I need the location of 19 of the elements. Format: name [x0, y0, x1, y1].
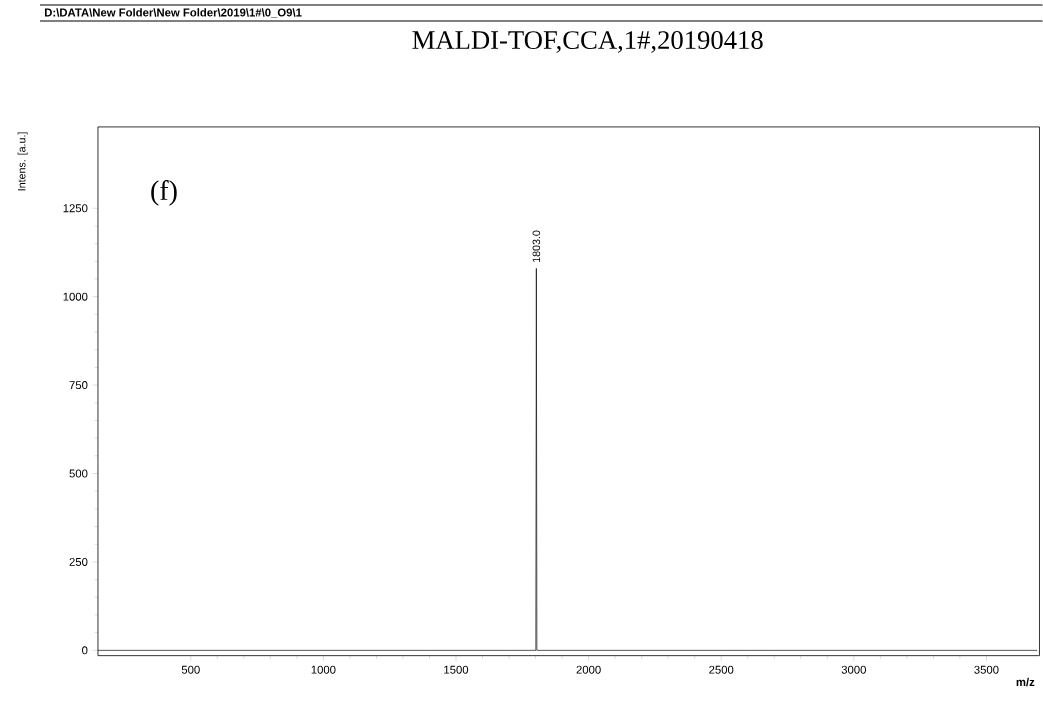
x-axis-title: m/z: [1016, 677, 1035, 687]
annotation: 1803.0: [532, 230, 541, 263]
y-tick-label: 500: [69, 469, 88, 478]
x-tick-label: 1500: [444, 665, 469, 674]
x-tick-label: 500: [181, 665, 200, 674]
x-tick-label: 2000: [576, 665, 601, 674]
x-tick-label: 3500: [974, 665, 999, 674]
y-axis-title: Intens. [a.u.]: [17, 132, 28, 191]
y-tick-label: 1000: [63, 292, 88, 301]
x-tick-label: 3000: [841, 665, 866, 674]
chart-title: MALDI-TOF,CCA,1#,20190418: [412, 31, 763, 54]
y-tick-label: 750: [69, 381, 88, 390]
text: D:\DATA\New Folder\New Folder\2019\1#\0_O9\1: [45, 8, 302, 18]
annotation: (f): [151, 180, 177, 206]
y-tick-label: 0: [82, 646, 88, 655]
x-tick-label: 1000: [311, 665, 336, 674]
y-tick-label: 1250: [63, 204, 88, 213]
x-tick-label: 2500: [709, 665, 734, 674]
y-tick-label: 250: [69, 558, 88, 567]
